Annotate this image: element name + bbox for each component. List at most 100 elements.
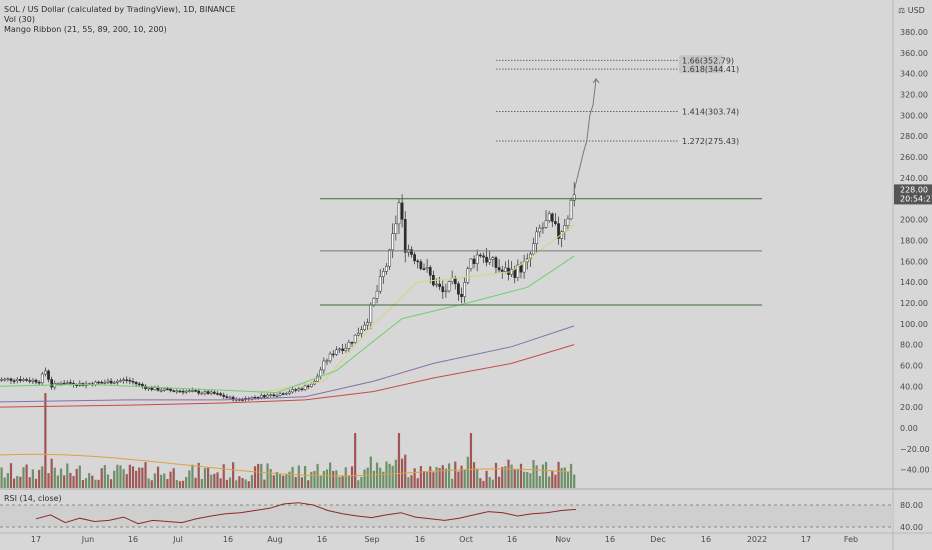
candle (37, 381, 41, 384)
candle (109, 380, 113, 384)
date-tick-label: Jul (172, 535, 183, 544)
candle (100, 382, 104, 384)
candle (159, 389, 163, 392)
volume-bar (366, 467, 369, 488)
candle (547, 213, 551, 221)
volume-bar (185, 477, 188, 488)
candle (322, 360, 326, 371)
volume-bar (166, 478, 169, 488)
candle (410, 249, 413, 255)
volume-bar (34, 478, 38, 488)
volume-bar (194, 477, 197, 488)
candle (353, 334, 357, 343)
volume-bar (375, 462, 379, 488)
volume-bar (97, 479, 100, 488)
rsi-line (35, 502, 577, 525)
volume-bar (91, 475, 94, 488)
candle (331, 353, 335, 356)
volume-bar (497, 476, 501, 488)
candle (47, 370, 50, 380)
volume-bar (554, 474, 557, 488)
candle (497, 267, 501, 271)
candle (69, 382, 72, 384)
candle (472, 258, 476, 264)
candle (3, 378, 7, 381)
volume-bar (332, 471, 335, 488)
candle (457, 283, 460, 295)
volume-bar (372, 470, 376, 488)
volume-bar (444, 468, 448, 488)
candle (513, 269, 517, 278)
date-tick-label: Nov (555, 535, 571, 544)
volume-bar (210, 474, 213, 488)
volume-bar (6, 473, 9, 488)
volume-bar (573, 474, 576, 488)
price-tick-label: 320.00 (900, 91, 928, 100)
candle (15, 379, 19, 381)
candle (300, 388, 304, 391)
candle (203, 391, 207, 394)
volume-bar (510, 464, 513, 488)
volume-bar (538, 475, 541, 488)
candle (325, 360, 329, 363)
volume-bar (344, 467, 347, 488)
volume-bar (435, 467, 438, 488)
volume-bar (300, 477, 304, 488)
date-tick-label: 16 (415, 535, 425, 544)
candle (62, 382, 66, 385)
candle (131, 381, 135, 383)
candle (169, 388, 172, 391)
candle (225, 396, 229, 398)
volume-bar (285, 473, 288, 488)
rsi-tick-label: 40.00 (900, 523, 923, 532)
date-tick-label: Aug (267, 535, 283, 544)
candle (485, 256, 488, 263)
candle (191, 390, 194, 392)
candle (494, 257, 498, 268)
date-tick-label: Jun (81, 535, 95, 544)
candle (328, 353, 332, 362)
volume-bar (138, 467, 141, 488)
volume-peak (397, 433, 401, 488)
fib-label-bg (679, 55, 723, 65)
volume-bar (22, 467, 25, 488)
candle (375, 290, 379, 299)
volume-bar (116, 464, 119, 488)
volume-bar (41, 466, 44, 488)
candle (541, 227, 545, 229)
candle (319, 369, 323, 377)
candle (269, 394, 273, 396)
candle (28, 380, 32, 382)
volume-bar (441, 465, 444, 488)
volume-bar (357, 480, 360, 488)
volume-bar (566, 472, 570, 488)
volume-bar (113, 470, 116, 488)
candle (425, 267, 429, 269)
candle (438, 283, 441, 287)
volume-bar (560, 468, 563, 488)
volume-bar (147, 478, 150, 488)
volume-bar (88, 473, 91, 488)
volume-bar (266, 463, 269, 488)
volume-bar (172, 468, 175, 488)
candle (137, 383, 141, 386)
candle (34, 379, 38, 383)
volume-bar (294, 476, 297, 488)
volume-bar (272, 475, 275, 488)
volume-bar (163, 473, 166, 488)
candle (566, 218, 570, 226)
volume-bar (250, 475, 254, 488)
date-tick-label: 16 (507, 535, 517, 544)
candle (435, 283, 438, 286)
volume-bar (12, 478, 16, 488)
volume-legend: Vol (30) (4, 15, 35, 24)
volume-bar (288, 471, 291, 488)
volume-bar (526, 471, 529, 488)
volume-bar (504, 466, 507, 488)
candle (112, 382, 116, 384)
volume-bar (125, 474, 128, 488)
currency-corner[interactable]: ⚖ USD (898, 6, 925, 15)
candle (119, 380, 122, 382)
candle (187, 390, 191, 392)
